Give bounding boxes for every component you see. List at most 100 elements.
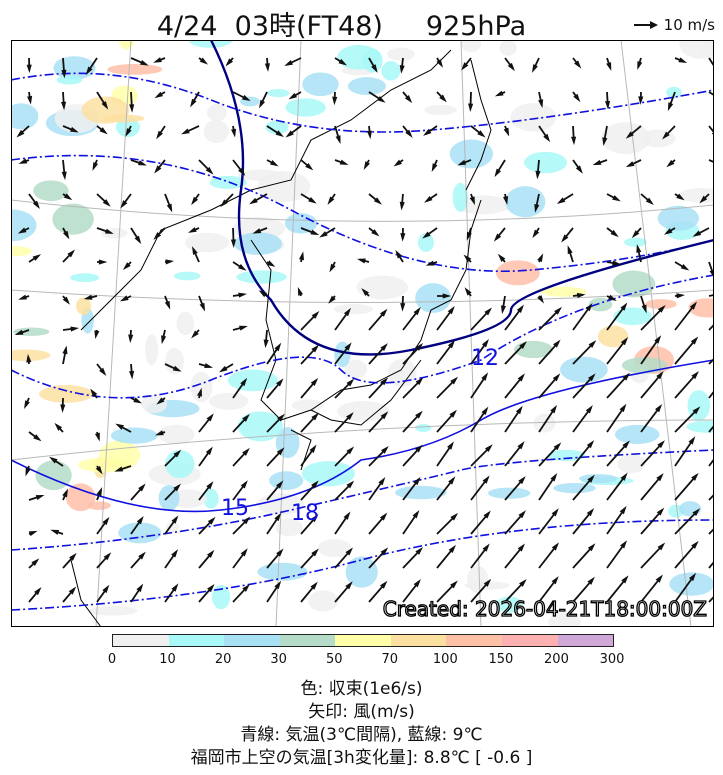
wind-arrow	[153, 227, 166, 240]
convergence-patch	[553, 482, 596, 494]
contour-label-15: 15	[221, 496, 249, 521]
wind-arrow	[231, 125, 237, 138]
colorbar-tick: 20	[214, 652, 232, 667]
wind-arrow	[266, 480, 284, 501]
wind-arrow	[497, 253, 506, 263]
wind-arrow	[606, 260, 621, 266]
wind-arrow	[155, 430, 166, 436]
wind-arrow	[402, 510, 420, 535]
wind-arrow	[120, 193, 132, 209]
wind-arrow	[504, 543, 526, 569]
convergence-patch	[613, 307, 652, 326]
convergence-patch	[424, 104, 457, 116]
convergence-patch	[173, 271, 201, 281]
wind-arrow	[129, 91, 135, 113]
wind-arrow	[18, 158, 30, 164]
wind-arrow	[504, 578, 527, 603]
colorbar-segment	[557, 635, 614, 646]
wind-arrow	[662, 125, 676, 140]
wind-arrow	[572, 576, 595, 603]
wind-arrow	[327, 193, 336, 205]
wind-arrow	[674, 57, 688, 63]
wind-arrow	[606, 540, 628, 569]
wind-arrow	[334, 159, 349, 165]
wind-arrow	[423, 125, 438, 136]
wind-arrow	[436, 376, 458, 399]
colorbar-tick: 0	[107, 652, 117, 667]
wind-arrow	[572, 302, 593, 331]
colorbar-tick: 100	[432, 652, 458, 667]
wind-arrow	[667, 91, 676, 112]
wind-arrow	[14, 329, 30, 335]
wind-arrow	[232, 583, 250, 603]
wind-arrow	[332, 91, 338, 106]
convergence-patch	[452, 182, 469, 212]
colorbar-segment	[113, 635, 169, 646]
wind-arrow	[198, 295, 206, 312]
convergence-patch	[356, 275, 409, 300]
wind-arrow	[198, 446, 213, 467]
colorbar-tick: 200	[544, 652, 569, 667]
convergence-patch	[679, 501, 702, 517]
wind-arrow	[631, 227, 642, 239]
wind-arrow	[62, 552, 77, 569]
colorbar-segment	[390, 635, 447, 646]
wind-arrow	[61, 57, 67, 79]
colorbar-tick: 300	[599, 652, 625, 667]
wind-arrow	[154, 91, 166, 99]
wind-arrow	[708, 527, 714, 535]
wind-arrow	[232, 159, 246, 176]
wind-arrow	[334, 378, 355, 399]
wind-arrow	[708, 357, 714, 365]
wind-arrow	[402, 377, 424, 399]
wind-arrow	[606, 372, 631, 399]
wind-arrow	[164, 449, 182, 467]
wind-arrow	[368, 477, 386, 501]
convergence-patch	[657, 205, 699, 231]
convergence-patch	[39, 385, 94, 403]
wind-arrow	[463, 254, 472, 263]
wind-arrow	[470, 307, 492, 331]
wind-arrow	[572, 292, 586, 299]
wind-arrow	[191, 193, 200, 206]
wind-arrow	[26, 353, 32, 365]
wind-arrow	[436, 293, 452, 299]
wind-arrow	[470, 406, 489, 433]
convergence-patch	[302, 72, 339, 97]
convergence-patch	[107, 63, 163, 75]
convergence-patch	[579, 474, 618, 484]
wind-arrow	[198, 583, 215, 603]
wind-arrow	[640, 403, 663, 433]
wind-arrow	[232, 548, 248, 569]
wind-arrow	[298, 251, 304, 263]
wind-arrow	[504, 57, 515, 72]
wind-arrow	[640, 507, 665, 535]
convergence-patch	[76, 297, 92, 315]
wind-arrow	[266, 512, 282, 535]
wind-arrow	[156, 125, 166, 140]
wind-arrow	[572, 91, 581, 103]
wind-arrow	[252, 227, 268, 234]
wind-arrow	[606, 472, 628, 501]
wind-arrow	[130, 483, 146, 501]
wind-arrow	[164, 295, 171, 310]
wind-arrow	[266, 260, 276, 267]
wind-arrow	[469, 193, 475, 206]
wind-arrow	[470, 338, 489, 365]
convergence-patch	[257, 562, 308, 581]
reference-arrow-key: 10 m/s	[633, 16, 715, 34]
wind-arrow	[424, 193, 438, 203]
wind-arrow	[402, 307, 421, 331]
convergence-patch	[275, 518, 303, 537]
wind-arrow	[535, 159, 541, 180]
wind-arrow	[230, 227, 237, 248]
wind-arrow	[28, 494, 45, 501]
wind-arrow	[259, 91, 268, 109]
wind-arrow	[62, 345, 68, 365]
convergence-patch	[70, 273, 100, 283]
wind-arrow	[674, 336, 699, 365]
convergence-patch	[417, 233, 434, 252]
wind-arrow	[334, 480, 355, 501]
wind-arrow	[708, 595, 714, 603]
convergence-patch	[548, 612, 581, 627]
